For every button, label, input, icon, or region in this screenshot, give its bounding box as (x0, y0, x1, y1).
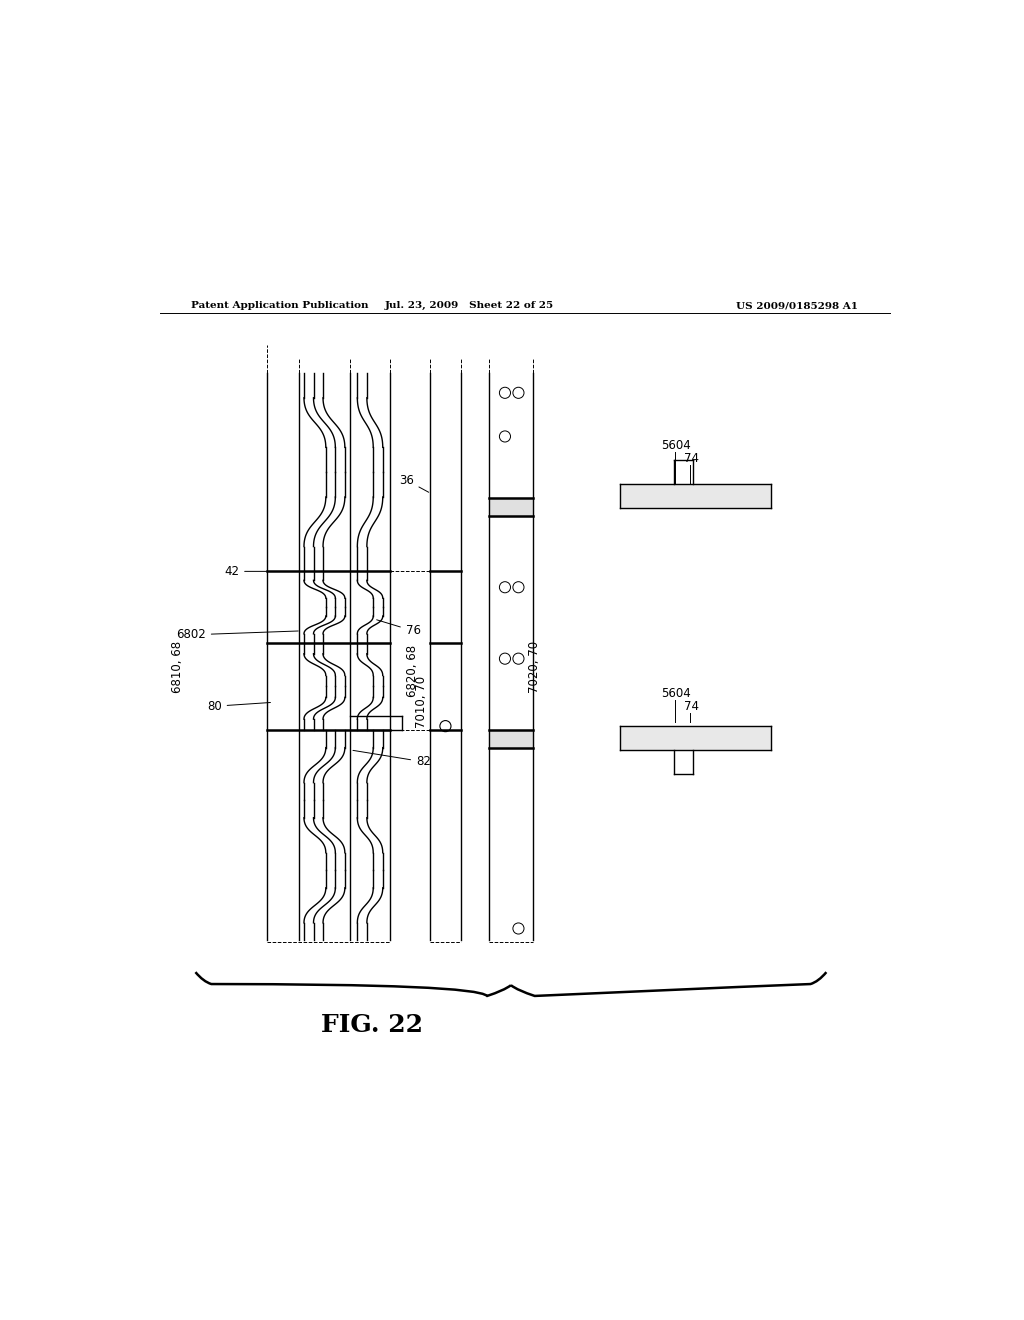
Text: 6820, 68: 6820, 68 (406, 644, 419, 697)
Text: Jul. 23, 2009   Sheet 22 of 25: Jul. 23, 2009 Sheet 22 of 25 (385, 301, 554, 310)
Text: US 2009/0185298 A1: US 2009/0185298 A1 (736, 301, 858, 310)
Text: 6802: 6802 (176, 628, 298, 642)
Text: 5604: 5604 (662, 440, 691, 453)
Text: 6810, 68: 6810, 68 (171, 640, 183, 693)
Text: 74: 74 (684, 451, 698, 465)
Text: 5604: 5604 (662, 686, 691, 700)
Text: 7010, 70: 7010, 70 (415, 676, 428, 729)
Text: 36: 36 (398, 474, 429, 492)
Text: 80: 80 (207, 700, 270, 713)
Text: 76: 76 (377, 620, 421, 638)
Text: 74: 74 (684, 700, 698, 713)
Text: 82: 82 (353, 750, 431, 768)
Text: 42: 42 (224, 565, 266, 578)
Text: FIG. 22: FIG. 22 (322, 1012, 423, 1036)
Text: Patent Application Publication: Patent Application Publication (191, 301, 369, 310)
Text: 7020, 70: 7020, 70 (527, 640, 541, 693)
